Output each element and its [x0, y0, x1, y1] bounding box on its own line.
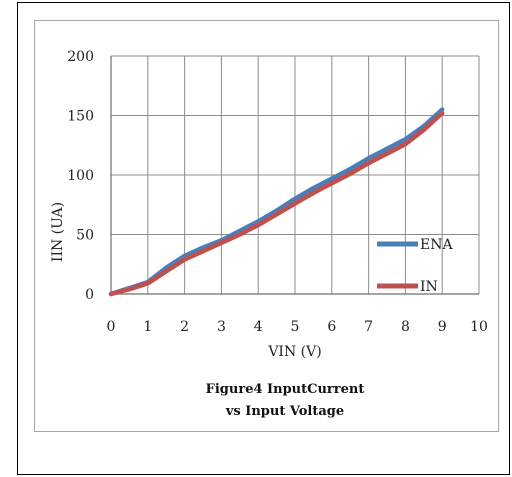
legend: ENA IN: [377, 237, 453, 295]
y-axis-label: IIN (UA): [50, 202, 66, 262]
y-tick-label: 0: [85, 287, 94, 303]
y-tick-label: 100: [67, 168, 94, 184]
y-tick-label: 150: [67, 109, 94, 125]
series-layer: [108, 107, 445, 297]
x-tick-label: 7: [364, 319, 373, 335]
x-axis-label: VIN (V): [267, 344, 321, 360]
x-tick-label: 5: [291, 319, 300, 335]
x-tick-label: 0: [107, 319, 116, 335]
axes: [110, 56, 479, 295]
x-tick-label: 8: [401, 319, 410, 335]
chart-caption-line1: Figure4 InputCurrent: [206, 382, 365, 397]
y-tick-label: 50: [76, 228, 94, 244]
chart-caption-line2: vs Input Voltage: [225, 404, 344, 419]
grid: [110, 55, 480, 295]
legend-label-in: IN: [420, 279, 438, 295]
x-tick-label: 9: [438, 319, 447, 335]
series-line-ena: [108, 107, 445, 297]
x-tick-label: 3: [217, 319, 226, 335]
x-tick-label: 6: [327, 319, 336, 335]
x-tick-label: 10: [470, 319, 488, 335]
x-tick-label: 1: [143, 319, 152, 335]
x-tick-label: 4: [254, 319, 263, 335]
y-tick-label: 200: [67, 49, 94, 65]
x-tick-label: 2: [180, 319, 189, 335]
series-line-in: [108, 110, 445, 297]
legend-label-ena: ENA: [420, 237, 453, 253]
